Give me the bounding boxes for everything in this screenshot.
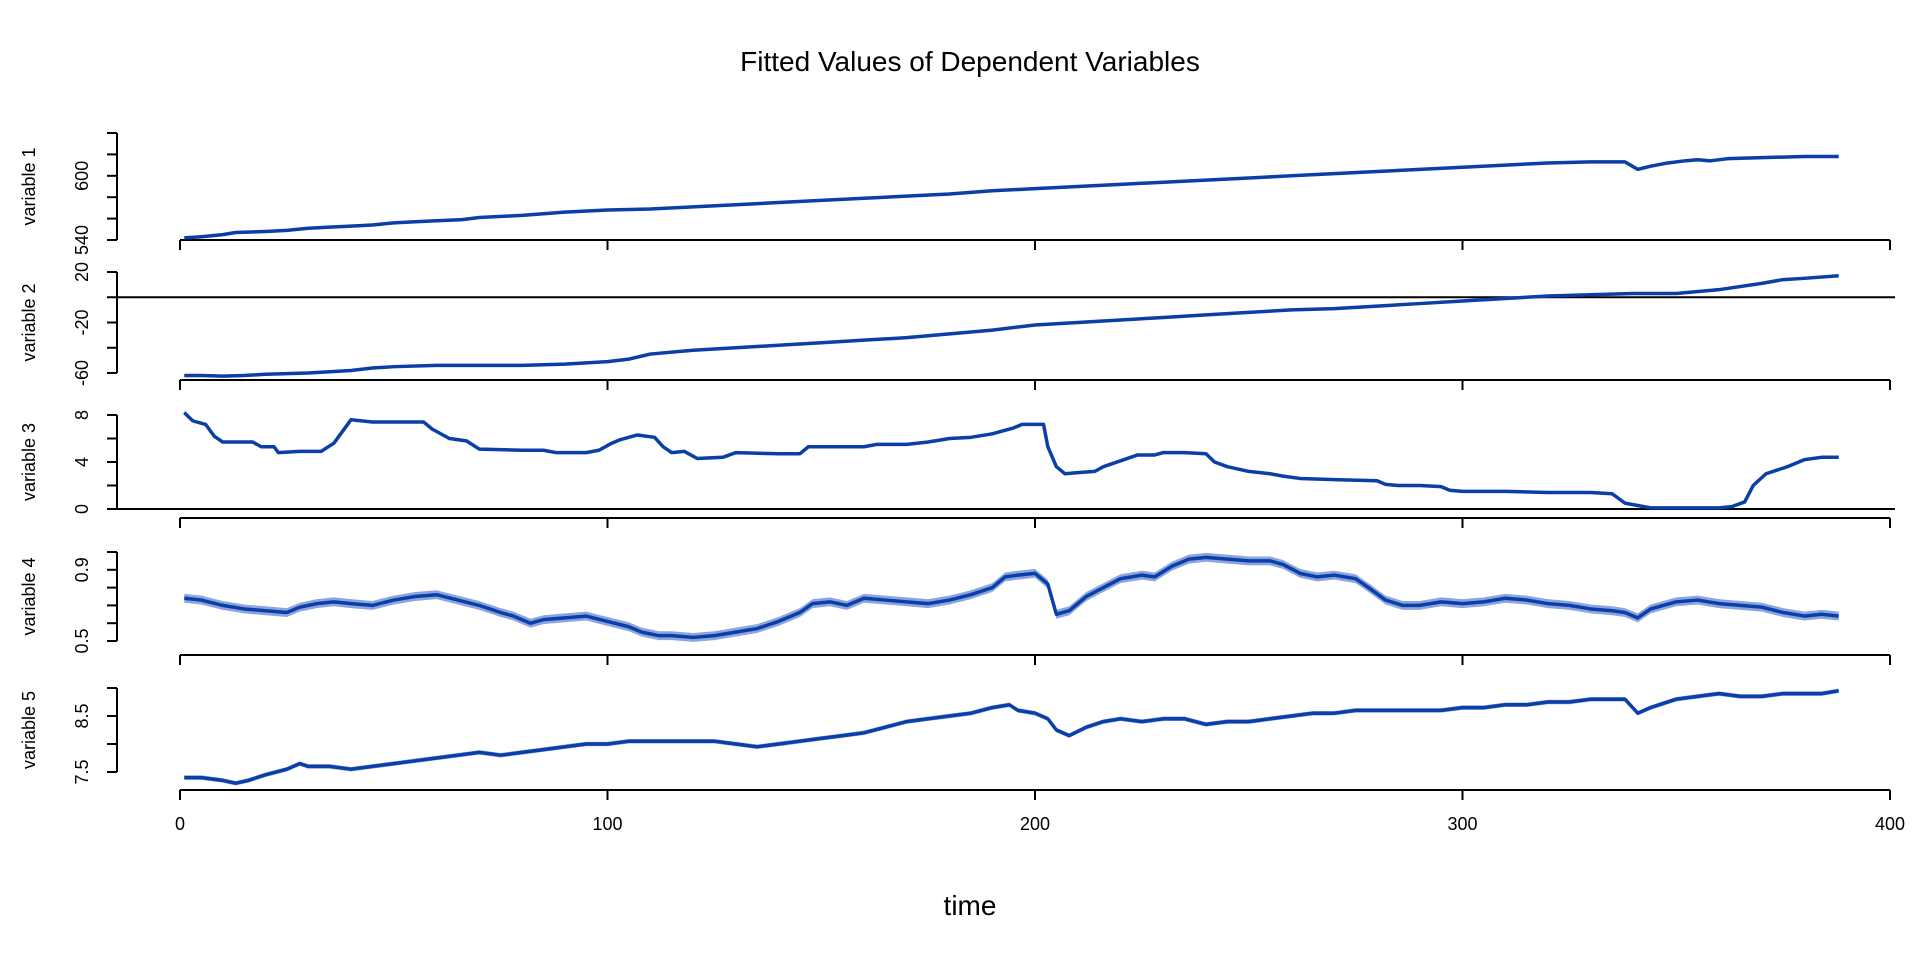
x-tick-label: 400 [1875, 814, 1905, 834]
panel-2: -60 -20 20 variable 2 [19, 262, 1895, 390]
y-axis-label: variable 5 [19, 691, 39, 769]
panel-1: 540 600 variable 1 [19, 132, 1891, 255]
y-tick-label: -20 [72, 309, 92, 335]
panel-4: 0.5 0.9 variable 4 [19, 551, 1891, 665]
panel-3: 0 4 8 variable 3 [19, 410, 1895, 528]
confidence-band [184, 688, 1839, 786]
y-tick-label: 20 [72, 262, 92, 282]
x-tick-label: 0 [175, 814, 185, 834]
series-line [184, 274, 1839, 378]
y-tick-label: 7.5 [72, 759, 92, 784]
y-tick-label: 540 [72, 225, 92, 255]
x-tick-label: 100 [592, 814, 622, 834]
confidence-band [184, 155, 1839, 239]
x-axis-label: time [944, 890, 997, 921]
y-tick-label: 600 [72, 161, 92, 191]
x-tick-label: 200 [1020, 814, 1050, 834]
series-line [184, 555, 1839, 640]
panel-5: 7.5 8.5 variable 5 0 100 200 300 400 [19, 687, 1905, 834]
panels-group: 540 600 variable 1 -60 -20 20 variable 2 0 4 8 var… [19, 132, 1905, 834]
y-axis-label: variable 4 [19, 557, 39, 635]
y-axis-label: variable 2 [19, 283, 39, 361]
y-tick-label: 8 [72, 410, 92, 420]
y-tick-label: 0 [72, 504, 92, 514]
y-tick-label: -60 [72, 360, 92, 386]
confidence-band [184, 552, 1839, 642]
confidence-band [184, 411, 1839, 510]
x-tick-label: 300 [1447, 814, 1477, 834]
y-axis-label: variable 3 [19, 423, 39, 501]
y-tick-label: 4 [72, 457, 92, 467]
y-tick-label: 0.9 [72, 557, 92, 582]
y-axis-label: variable 1 [19, 147, 39, 225]
chart-title: Fitted Values of Dependent Variables [740, 46, 1200, 77]
y-tick-label: 8.5 [72, 703, 92, 728]
confidence-band [184, 275, 1839, 377]
y-tick-label: 0.5 [72, 628, 92, 653]
series-line [184, 154, 1839, 240]
series-line [183, 411, 1839, 510]
series-line [184, 689, 1839, 785]
